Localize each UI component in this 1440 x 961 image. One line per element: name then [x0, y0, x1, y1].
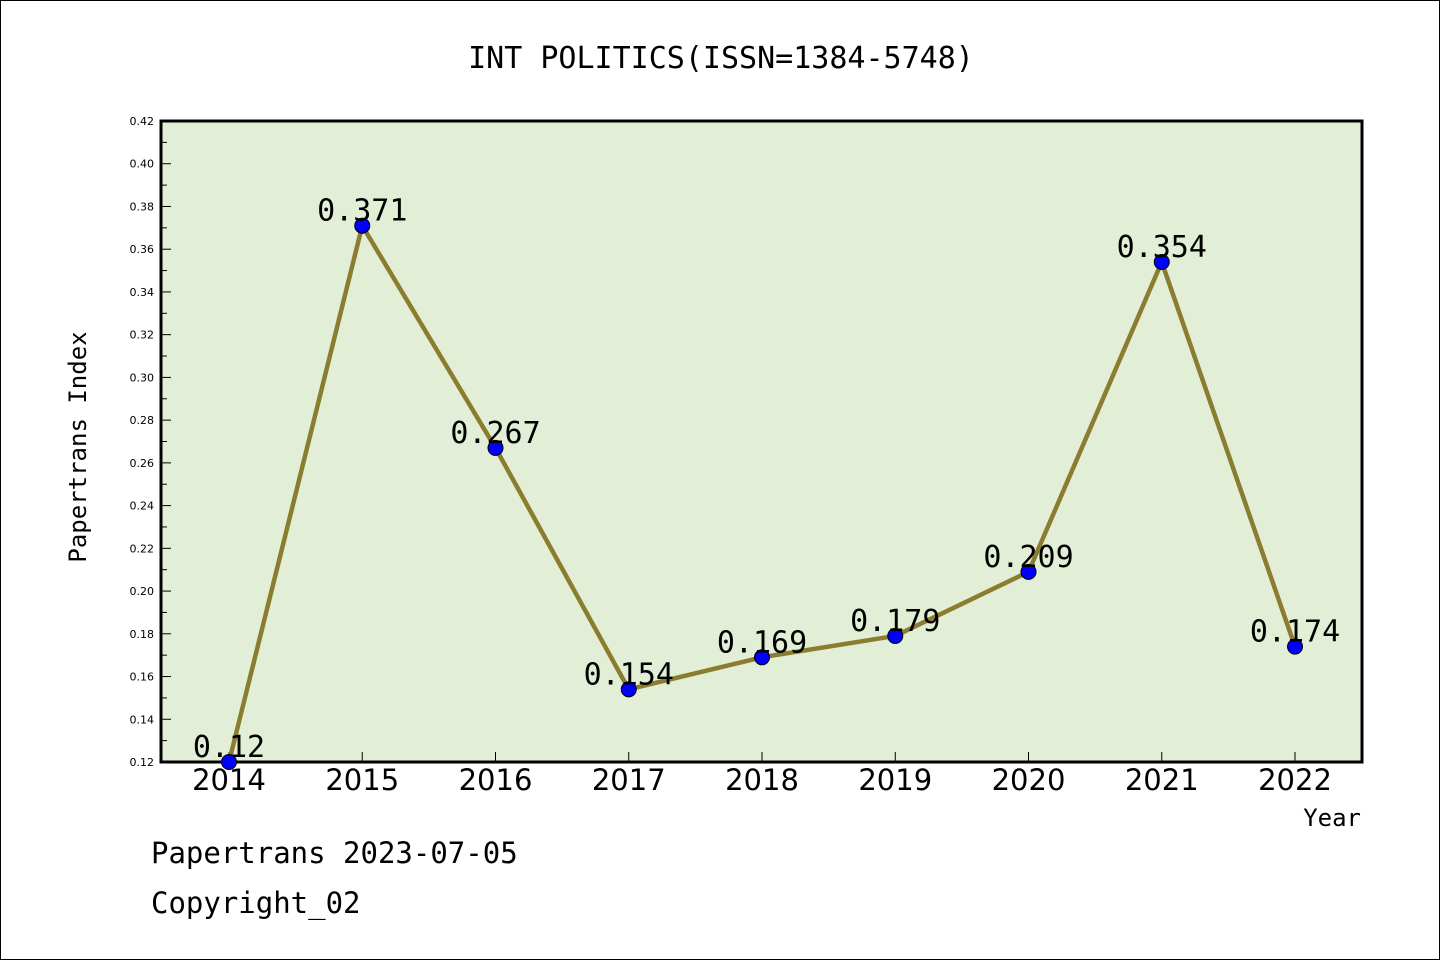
data-point [221, 754, 237, 770]
x-axis-label: Year [1303, 804, 1361, 832]
y-tick-label: 0.24 [130, 500, 155, 513]
data-label: 0.209 [983, 540, 1073, 575]
series-group: 0.12 0.371 0.267 0.154 0.169 0.179 0.209 0.354 0… [193, 194, 1340, 770]
data-label: 0.354 [1117, 230, 1207, 265]
data-point [620, 681, 637, 698]
x-tick-label: 2016 [459, 763, 533, 797]
y-tick-label: 0.18 [130, 628, 155, 641]
data-point [354, 217, 371, 234]
data-label: 0.154 [584, 657, 674, 692]
y-tick-label: 0.32 [130, 329, 155, 342]
x-tick-label: 2020 [992, 763, 1066, 797]
y-tick-label: 0.12 [130, 756, 155, 769]
data-point [487, 439, 504, 456]
x-axis-ticks: 2014 2015 2016 2017 2018 2019 2020 2021 2022 [192, 752, 1332, 797]
y-tick-label: 0.38 [130, 200, 155, 213]
data-point [1153, 254, 1170, 271]
footer-date: Papertrans 2023-07-05 [151, 836, 518, 870]
chart-title: INT POLITICS(ISSN=1384-5748) [468, 41, 974, 76]
x-tick-label: 2022 [1258, 763, 1332, 797]
y-tick-label: 0.16 [130, 671, 155, 684]
y-tick-label: 0.26 [130, 457, 155, 470]
data-label: 0.174 [1250, 615, 1340, 650]
data-label: 0.169 [717, 625, 807, 660]
y-axis-ticks: 0.12 0.14 0.16 0.18 0.20 0.22 0.24 0.26 0.28 0.30… [130, 115, 171, 769]
y-tick-label: 0.36 [130, 243, 155, 256]
data-point [887, 627, 904, 644]
data-point [1020, 563, 1037, 580]
y-axis-label: Papertrans Index [64, 331, 92, 562]
y-tick-label: 0.42 [130, 115, 155, 128]
data-point [1287, 638, 1303, 655]
x-tick-label: 2021 [1125, 763, 1199, 797]
data-point [754, 649, 770, 666]
x-tick-label: 2017 [592, 763, 666, 797]
y-tick-label: 0.28 [130, 414, 155, 427]
data-label: 0.267 [450, 416, 540, 451]
y-tick-label: 0.22 [130, 542, 155, 555]
data-label: 0.179 [850, 604, 940, 639]
data-label: 0.12 [193, 730, 265, 765]
y-tick-label: 0.40 [130, 158, 155, 171]
y-tick-label: 0.30 [130, 371, 155, 384]
footer-copyright: Copyright_02 [151, 886, 361, 920]
x-tick-label: 2018 [725, 763, 799, 797]
y-tick-label: 0.14 [130, 713, 155, 726]
data-label: 0.371 [317, 194, 407, 229]
x-tick-label: 2015 [325, 763, 399, 797]
y-tick-label: 0.20 [130, 585, 155, 598]
x-tick-label: 2019 [858, 763, 932, 797]
y-tick-label: 0.34 [130, 286, 155, 299]
